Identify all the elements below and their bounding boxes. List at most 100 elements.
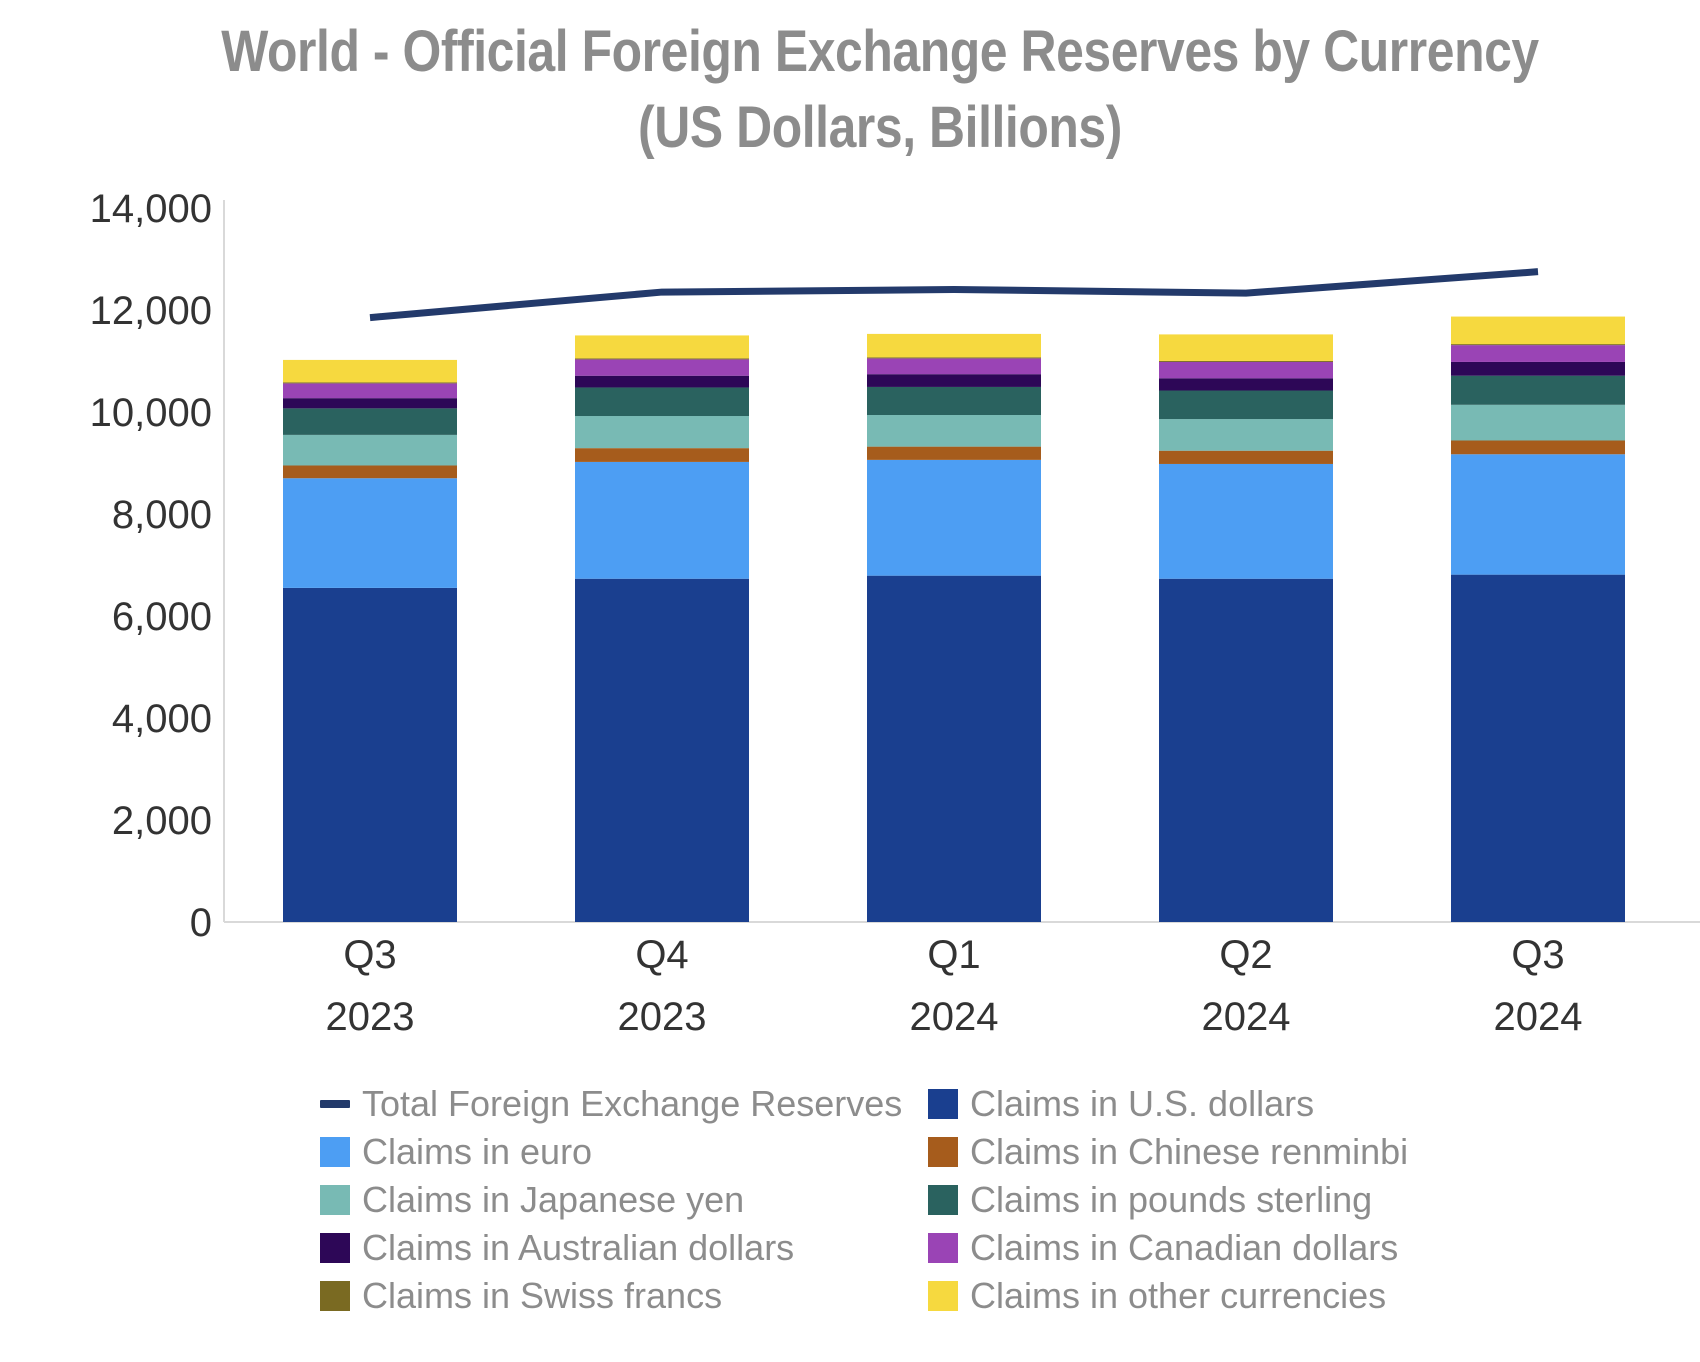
bar-segment-claims-in-euro xyxy=(575,461,749,579)
legend-line-swatch xyxy=(320,1100,350,1108)
bar-segment-claims-in-swiss-francs xyxy=(575,358,749,360)
bar-segment-claims-in-euro xyxy=(1451,454,1625,575)
bar-segment-claims-in-canadian-dollars xyxy=(1159,361,1333,379)
x-tick-label-year: 2023 xyxy=(618,995,707,1039)
chart-title: World - Official Foreign Exchange Reserv… xyxy=(0,14,1700,166)
legend-color-swatch xyxy=(320,1281,350,1311)
legend-color-swatch xyxy=(320,1233,350,1263)
legend-color-swatch xyxy=(928,1137,958,1167)
y-tick-label: 2,000 xyxy=(112,799,212,843)
bar-segment-claims-in-japanese-yen xyxy=(575,416,749,449)
total-line-layer xyxy=(369,268,1539,322)
chart-bars xyxy=(283,316,1625,922)
bar-segment-claims-in-u-s-dollars xyxy=(867,575,1041,922)
legend-item: Claims in Japanese yen xyxy=(320,1178,744,1222)
bar-stack xyxy=(1451,316,1625,922)
bar-segment-claims-in-other-currencies xyxy=(575,335,749,359)
bar-segment-claims-in-euro xyxy=(1159,463,1333,579)
x-tick-label-quarter: Q1 xyxy=(927,933,980,977)
chart-axes: 0 2,000 4,000 6,000 8,000 10,000 12,000 14,000 xyxy=(90,187,1700,945)
bar-segment-claims-in-australian-dollars xyxy=(283,398,457,409)
legend-label: Claims in pounds sterling xyxy=(970,1179,1373,1220)
legend-item: Claims in Swiss francs xyxy=(320,1274,722,1318)
legend-label: Total Foreign Exchange Reserves xyxy=(362,1083,903,1124)
x-tick-label-year: 2024 xyxy=(1494,995,1583,1039)
x-tick-label-quarter: Q3 xyxy=(343,933,396,977)
legend-item: Claims in other currencies xyxy=(928,1274,1386,1318)
chart-title-line-2: (US Dollars, Billions) xyxy=(638,95,1122,160)
x-tick-label-quarter: Q3 xyxy=(1511,933,1564,977)
legend-item: Claims in Australian dollars xyxy=(320,1226,794,1270)
bar-segment-claims-in-other-currencies xyxy=(867,333,1041,358)
bar-segment-claims-in-chinese-renminbi xyxy=(1159,450,1333,464)
y-tick-label: 12,000 xyxy=(90,289,212,333)
bar-segment-claims-in-euro xyxy=(867,459,1041,576)
bar-segment-claims-in-pounds-sterling xyxy=(1159,390,1333,420)
legend-label: Claims in Canadian dollars xyxy=(970,1227,1399,1268)
bar-segment-claims-in-canadian-dollars xyxy=(1451,345,1625,362)
bar-segment-claims-in-u-s-dollars xyxy=(283,587,457,922)
bar-segment-claims-in-u-s-dollars xyxy=(575,578,749,922)
legend-item: Total Foreign Exchange Reserves xyxy=(320,1082,902,1126)
y-tick-label: 4,000 xyxy=(112,697,212,741)
y-tick-label: 8,000 xyxy=(112,493,212,537)
y-tick-label: 14,000 xyxy=(90,187,212,231)
bar-segment-claims-in-u-s-dollars xyxy=(1159,578,1333,922)
bar-segment-claims-in-japanese-yen xyxy=(283,434,457,466)
bar-stack xyxy=(575,335,749,922)
legend-item: Claims in euro xyxy=(320,1130,592,1174)
bar-segment-claims-in-pounds-sterling xyxy=(575,387,749,417)
x-tick-label-year: 2024 xyxy=(1202,995,1291,1039)
legend-color-swatch xyxy=(320,1137,350,1167)
x-tick-label-quarter: Q4 xyxy=(635,933,688,977)
legend-label: Claims in other currencies xyxy=(970,1275,1387,1316)
x-tick-label-quarter: Q2 xyxy=(1219,933,1272,977)
chart-title-line-1: World - Official Foreign Exchange Reserv… xyxy=(221,19,1539,84)
y-tick-label: 10,000 xyxy=(90,391,212,435)
total-reserves-line xyxy=(369,268,1539,322)
legend-item: Claims in U.S. dollars xyxy=(928,1082,1314,1126)
bar-segment-claims-in-euro xyxy=(283,478,457,588)
legend-label: Claims in euro xyxy=(362,1131,593,1172)
bar-stack xyxy=(283,359,457,922)
legend-label: Claims in Chinese renminbi xyxy=(970,1131,1409,1172)
bar-segment-claims-in-australian-dollars xyxy=(1159,378,1333,391)
x-tick-label-year: 2023 xyxy=(326,995,415,1039)
legend-color-swatch xyxy=(928,1233,958,1263)
bar-segment-claims-in-chinese-renminbi xyxy=(867,446,1041,460)
x-tick-label-year: 2024 xyxy=(910,995,999,1039)
legend-item: Claims in pounds sterling xyxy=(928,1178,1372,1222)
legend-item: Claims in Chinese renminbi xyxy=(928,1130,1408,1174)
legend-label: Claims in U.S. dollars xyxy=(970,1083,1315,1124)
legend-item: Claims in Canadian dollars xyxy=(928,1226,1398,1270)
y-tick-label: 6,000 xyxy=(112,595,212,639)
bar-segment-claims-in-canadian-dollars xyxy=(283,383,457,399)
bar-segment-claims-in-chinese-renminbi xyxy=(1451,440,1625,455)
bar-stack xyxy=(867,333,1041,922)
bar-segment-claims-in-japanese-yen xyxy=(1451,404,1625,441)
bar-segment-claims-in-canadian-dollars xyxy=(575,359,749,376)
bar-segment-claims-in-swiss-francs xyxy=(1451,344,1625,346)
bar-segment-claims-in-other-currencies xyxy=(1159,334,1333,361)
bar-segment-claims-in-canadian-dollars xyxy=(867,358,1041,375)
legend-label: Claims in Swiss francs xyxy=(362,1275,723,1316)
bar-segment-claims-in-pounds-sterling xyxy=(283,408,457,435)
legend-label: Claims in Japanese yen xyxy=(362,1179,745,1220)
bar-stack xyxy=(1159,334,1333,922)
legend-label: Claims in Australian dollars xyxy=(362,1227,795,1268)
bar-segment-claims-in-japanese-yen xyxy=(867,414,1041,447)
bar-segment-claims-in-japanese-yen xyxy=(1159,419,1333,451)
legend-color-swatch xyxy=(928,1185,958,1215)
bar-segment-claims-in-australian-dollars xyxy=(575,375,749,388)
bar-segment-claims-in-chinese-renminbi xyxy=(575,448,749,462)
bar-segment-claims-in-swiss-francs xyxy=(1159,360,1333,362)
bar-segment-claims-in-chinese-renminbi xyxy=(283,465,457,479)
legend-color-swatch xyxy=(928,1281,958,1311)
bar-segment-claims-in-swiss-francs xyxy=(867,357,1041,359)
legend-color-swatch xyxy=(928,1089,958,1119)
x-axis-labels: Q3 2023 Q4 2023 Q1 2024 Q2 2024 Q3 2024 xyxy=(326,933,1583,1039)
bar-segment-claims-in-pounds-sterling xyxy=(1451,375,1625,405)
bar-segment-claims-in-other-currencies xyxy=(1451,316,1625,345)
y-tick-label: 0 xyxy=(190,901,212,945)
